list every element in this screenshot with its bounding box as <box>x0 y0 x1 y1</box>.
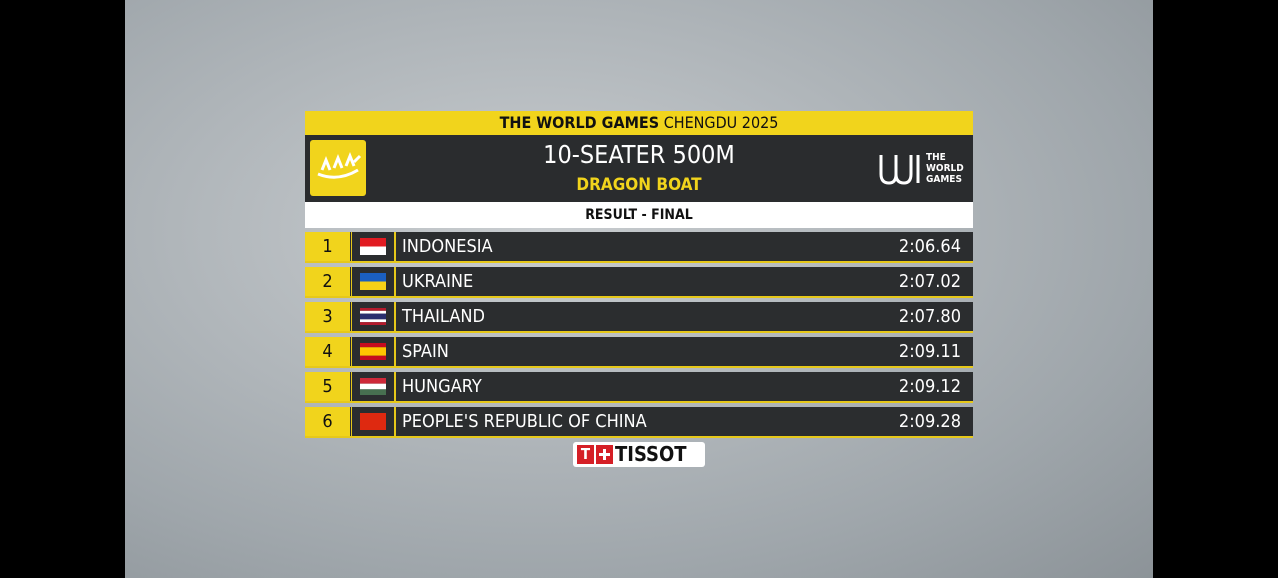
result-row: 5 HUNGARY 2:09.12 <box>305 372 973 403</box>
flag-cell <box>351 337 396 366</box>
boat-glyph <box>317 151 362 179</box>
event-title: 10-SEATER 500M <box>543 140 735 169</box>
flag-cell <box>351 372 396 401</box>
dragon-boat-icon <box>310 140 366 196</box>
rank: 6 <box>305 407 350 436</box>
result-row: 1 INDONESIA 2:06.64 <box>305 232 973 263</box>
time: 2:07.80 <box>898 306 961 327</box>
result-row: 4 SPAIN 2:09.11 <box>305 337 973 368</box>
country: SPAIN <box>402 341 449 362</box>
result-row: 2 UKRAINE 2:07.02 <box>305 267 973 298</box>
country: THAILAND <box>402 306 486 327</box>
flag <box>360 238 386 255</box>
country: INDONESIA <box>402 236 493 257</box>
time: 2:09.12 <box>898 376 961 397</box>
time: 2:06.64 <box>898 236 961 257</box>
flag <box>360 378 386 395</box>
rank: 2 <box>305 267 350 296</box>
country: PEOPLE'S REPUBLIC OF CHINA <box>402 411 647 432</box>
flag <box>360 273 386 290</box>
flag-cell <box>351 232 396 261</box>
world-games-logo: THE WORLD GAMES <box>878 152 968 186</box>
rank: 3 <box>305 302 350 331</box>
flag <box>360 343 386 360</box>
title-box <box>305 135 973 202</box>
flag-cell <box>351 407 396 436</box>
rank: 4 <box>305 337 350 366</box>
logo-line: WORLD <box>926 163 964 174</box>
result-stage: RESULT - FINAL <box>305 202 973 228</box>
flag <box>360 413 386 430</box>
edition: CHENGDU 2025 <box>663 113 779 132</box>
event-subtitle: DRAGON BOAT <box>576 175 702 195</box>
logo-glyph <box>879 155 920 185</box>
sponsor-badge: T TISSOT <box>573 442 705 467</box>
logo-line: THE <box>926 152 946 163</box>
result-row: 3 THAILAND 2:07.80 <box>305 302 973 333</box>
sponsor-name: TISSOT <box>615 442 687 466</box>
logo-line: GAMES <box>926 174 962 185</box>
swiss-cross <box>596 445 613 464</box>
event-name: THE WORLD GAMES <box>499 113 660 132</box>
time: 2:09.11 <box>898 341 961 362</box>
flag-cell <box>351 302 396 331</box>
result-row: 6 PEOPLE'S REPUBLIC OF CHINA 2:09.28 <box>305 407 973 438</box>
logo-text: THE WORLD GAMES <box>926 152 964 185</box>
sponsor-mark: T <box>577 445 594 464</box>
country: HUNGARY <box>402 376 482 397</box>
country: UKRAINE <box>402 271 474 292</box>
flag-cell <box>351 267 396 296</box>
rank: 1 <box>305 232 350 261</box>
event-bar: THE WORLD GAMES CHENGDU 2025 <box>305 111 973 135</box>
flag <box>360 308 386 325</box>
rank: 5 <box>305 372 350 401</box>
time: 2:09.28 <box>898 411 961 432</box>
time: 2:07.02 <box>898 271 961 292</box>
